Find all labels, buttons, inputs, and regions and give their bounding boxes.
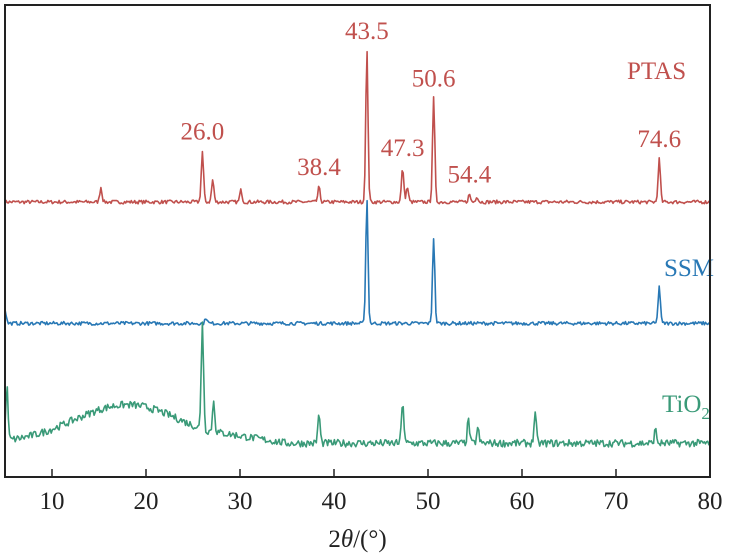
peak-label-layer: 26.0 38.4 43.5 47.3 50.6 54.4 74.6 bbox=[181, 18, 682, 189]
series-label-ssm: SSM bbox=[664, 255, 714, 282]
peak-annotation: 38.4 bbox=[297, 154, 341, 181]
peak-annotation: 74.6 bbox=[637, 126, 681, 153]
series-label-tio2: TiO2 bbox=[662, 391, 710, 423]
peak-annotation: 47.3 bbox=[381, 135, 425, 162]
x-axis-title-symbol: θ bbox=[341, 526, 353, 553]
x-axis-title-post: /(°) bbox=[353, 526, 387, 553]
series-label-ptas: PTAS bbox=[627, 58, 686, 85]
peak-annotation: 50.6 bbox=[412, 65, 456, 92]
peak-annotation: 54.4 bbox=[447, 162, 491, 189]
series-label-layer: PTAS SSM TiO2 bbox=[627, 58, 714, 423]
x-axis-ticks: 10 20 30 40 50 60 70 80 bbox=[40, 469, 723, 515]
series-layer bbox=[4, 50, 711, 448]
plot-frame bbox=[4, 4, 711, 478]
x-tick-label: 20 bbox=[134, 488, 159, 515]
x-tick-label: 70 bbox=[604, 488, 629, 515]
peak-annotation: 43.5 bbox=[345, 18, 389, 45]
x-tick-label: 30 bbox=[228, 488, 253, 515]
peak-annotation: 26.0 bbox=[181, 119, 225, 146]
series-line-ssm bbox=[4, 199, 711, 326]
x-tick-label: 80 bbox=[698, 488, 723, 515]
x-axis-title: 2θ/(°) bbox=[328, 526, 386, 553]
x-tick-label: 60 bbox=[510, 488, 535, 515]
x-tick-label: 10 bbox=[40, 488, 65, 515]
x-axis-title-pre: 2 bbox=[328, 526, 341, 553]
series-line-ptas bbox=[4, 50, 711, 205]
x-tick-label: 50 bbox=[416, 488, 441, 515]
x-tick-label: 40 bbox=[322, 488, 347, 515]
series-line-tio2 bbox=[4, 321, 711, 448]
